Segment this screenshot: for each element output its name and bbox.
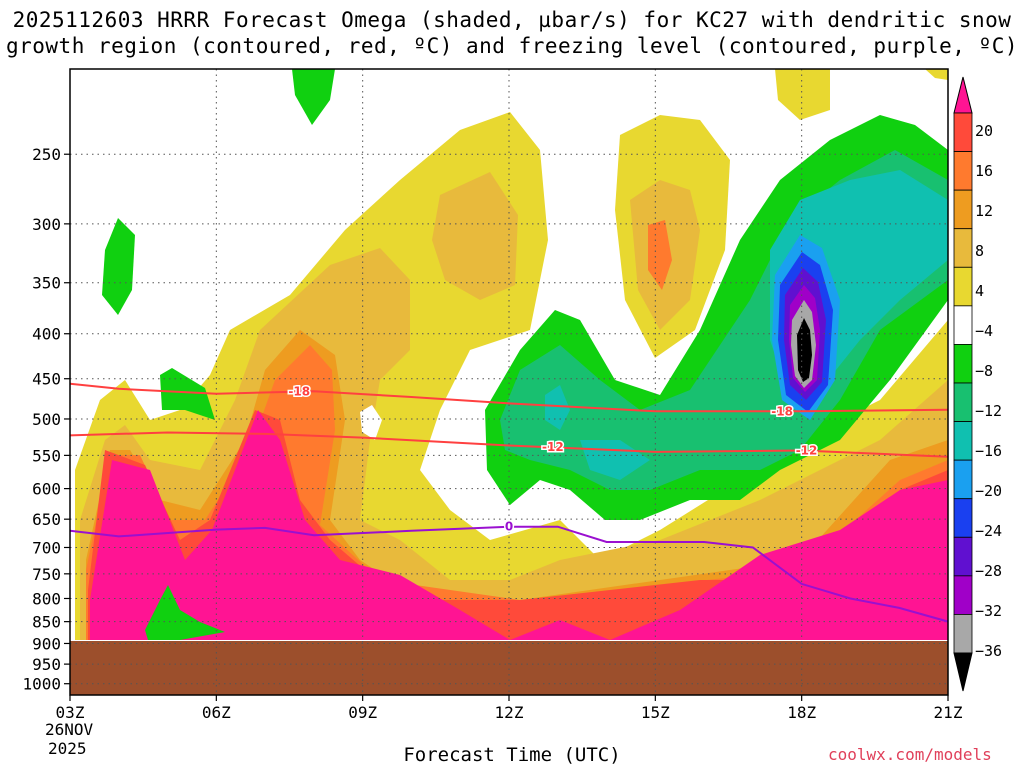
colorbar-label: 20	[975, 122, 993, 140]
x-tick-label: 21Z	[934, 703, 963, 722]
colorbar-swatch	[953, 459, 973, 500]
y-tick-label: 500	[32, 410, 61, 429]
colorbar-label: −24	[975, 522, 1002, 540]
y-tick-label: 300	[32, 215, 61, 234]
colorbar-swatch	[953, 614, 973, 654]
y-tick-label: 900	[32, 634, 61, 653]
colorbar-label: 16	[975, 162, 993, 180]
y-tick-label: 600	[32, 480, 61, 499]
colorbar-bottom-arrow	[953, 652, 973, 692]
x-tick-label: 12Z	[495, 703, 524, 722]
colorbar: 20 16 12 8 4 −4 −8 −12 −16 −20 −24 −28 −32 −36	[953, 76, 1002, 692]
y-tick-label: 800	[32, 589, 61, 608]
contour-label: -12	[542, 440, 564, 454]
y-tick-label: 250	[32, 145, 61, 164]
colorbar-label: −16	[975, 442, 1002, 460]
colorbar-swatch	[953, 575, 973, 615]
y-tick-label: 450	[32, 370, 61, 389]
colorbar-swatch	[953, 498, 973, 538]
contour-line	[70, 431, 948, 458]
credit-text: coolwx.com/models	[828, 745, 992, 764]
chart-grid	[70, 69, 948, 695]
contour-line	[70, 525, 948, 623]
x-year-label: 2025	[48, 739, 87, 758]
contour-labels: -18 -18 -12 -12 0	[287, 383, 819, 535]
y-tick-label: 950	[32, 655, 61, 674]
y-tick-label: 550	[32, 446, 61, 465]
y-tick-label: 750	[32, 565, 61, 584]
colorbar-swatch	[953, 382, 973, 422]
colorbar-label: −8	[975, 362, 993, 380]
omega-shading-16b	[648, 220, 672, 290]
colorbar-swatch	[953, 112, 973, 152]
x-tick-label: 18Z	[787, 703, 816, 722]
x-tick-label: 15Z	[641, 703, 670, 722]
x-tick-label: 09Z	[348, 703, 377, 722]
y-tick-label: 650	[32, 510, 61, 529]
y-tick-label: 400	[32, 325, 61, 344]
y-tick-label: 700	[32, 538, 61, 557]
contour-label: -12	[796, 443, 818, 457]
omega-shading-4d	[925, 69, 948, 80]
colorbar-label: 4	[975, 282, 984, 300]
chart-title-line2: growth region (contoured, red, ºC) and f…	[5, 34, 1019, 58]
ground-terrain	[70, 641, 948, 695]
omega-shading	[70, 69, 948, 695]
y-axis-ticks: 250 300 350 400 450 500 550 600 650 700 750 800 850 9…	[22, 145, 70, 694]
contour-label: 0	[505, 520, 513, 534]
omega-shading-24	[90, 410, 948, 640]
contour-line	[70, 382, 948, 413]
x-tick-label: 06Z	[202, 703, 231, 722]
x-axis-label: Forecast Time (UTC)	[403, 744, 621, 766]
omega-shading-4c	[775, 69, 830, 120]
colorbar-top-arrow	[953, 76, 973, 114]
colorbar-label: −4	[975, 322, 993, 340]
colorbar-label: −12	[975, 402, 1002, 420]
colorbar-swatch	[953, 151, 973, 191]
contour-label: -18	[288, 384, 310, 398]
y-tick-label: 350	[32, 274, 61, 293]
colorbar-swatch	[953, 421, 973, 461]
contour-label: -18	[771, 404, 793, 418]
colorbar-label: −20	[975, 482, 1002, 500]
colorbar-swatch	[953, 344, 973, 384]
colorbar-swatch	[953, 228, 973, 268]
colorbar-label: −32	[975, 602, 1002, 620]
colorbar-label: −36	[975, 642, 1002, 660]
chart-title-line1: 2025112603 HRRR Forecast Omega (shaded, …	[12, 8, 1012, 32]
colorbar-swatch	[953, 189, 973, 230]
x-date-label: 26NOV	[45, 720, 94, 739]
colorbar-label: 12	[975, 202, 993, 220]
y-tick-label: 1000	[22, 675, 61, 694]
omega-shading-neg4-mid	[160, 368, 215, 420]
colorbar-swatch	[953, 266, 973, 307]
colorbar-swatch	[953, 305, 973, 345]
omega-shading-neg4-left	[102, 218, 135, 315]
colorbar-label: −28	[975, 562, 1002, 580]
colorbar-label: 8	[975, 242, 984, 260]
omega-shading-neg12	[545, 170, 948, 480]
x-axis-ticks: 03Z 06Z 09Z 12Z 15Z 18Z 21Z	[56, 695, 963, 722]
omega-shading-neg4-top	[292, 69, 335, 125]
y-tick-label: 850	[32, 613, 61, 632]
temperature-contours	[70, 382, 948, 623]
x-tick-label: 03Z	[56, 703, 85, 722]
colorbar-swatch	[953, 536, 973, 577]
omega-shading-8b	[432, 172, 518, 300]
omega-shading-zero-pocket	[360, 405, 382, 440]
